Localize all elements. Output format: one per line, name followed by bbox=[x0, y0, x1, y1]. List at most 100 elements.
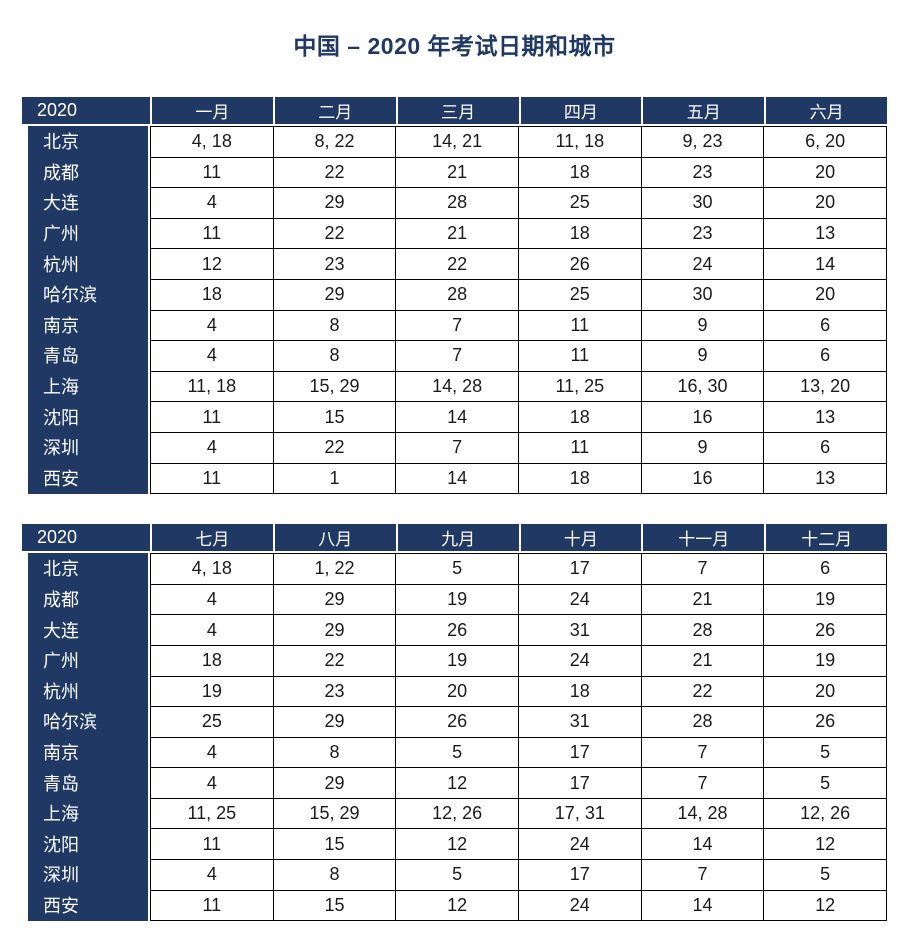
date-cell: 8 bbox=[273, 310, 397, 342]
date-cell: 8 bbox=[273, 341, 397, 372]
date-cell: 12 bbox=[396, 768, 519, 799]
date-cell: 11 bbox=[518, 310, 642, 342]
date-cell: 29 bbox=[273, 279, 397, 311]
header-month-cell: 八月 bbox=[274, 524, 396, 552]
table-header-row: 2020 一月 二月 三月 四月 五月 六月 bbox=[22, 97, 887, 124]
city-cell: 杭州 bbox=[43, 681, 79, 702]
date-cell: 13 bbox=[764, 218, 887, 250]
date-cell: 18 bbox=[518, 218, 642, 250]
date-cell: 26 bbox=[396, 707, 519, 738]
date-cell: 4 bbox=[151, 584, 274, 616]
date-cell: 23 bbox=[273, 249, 397, 280]
date-cell: 25 bbox=[151, 707, 274, 738]
city-column: 北京 成都 大连 广州 杭州 哈尔滨 南京 青岛 上海 沈阳 深圳 西安 bbox=[28, 553, 148, 922]
date-cell: 14 bbox=[396, 463, 519, 495]
date-cell: 20 bbox=[764, 279, 887, 311]
date-cell: 17 bbox=[518, 768, 642, 799]
date-cell: 11 bbox=[151, 890, 274, 922]
city-cell: 青岛 bbox=[43, 773, 79, 794]
page-title: 中国 – 2020 年考试日期和城市 bbox=[293, 33, 616, 59]
date-cell: 5 bbox=[764, 737, 887, 769]
city-column: 北京 成都 大连 广州 杭州 哈尔滨 南京 青岛 上海 沈阳 深圳 西安 bbox=[28, 126, 148, 495]
header-month-cell: 十二月 bbox=[766, 524, 887, 552]
date-cell: 5 bbox=[396, 737, 519, 769]
date-cell: 14 bbox=[641, 829, 765, 861]
table-body: 北京 成都 大连 广州 杭州 哈尔滨 南京 青岛 上海 沈阳 深圳 西安 4, 18 8, 22 14, … bbox=[22, 126, 887, 495]
date-cell: 23 bbox=[641, 218, 765, 250]
date-cell: 9 bbox=[641, 432, 765, 464]
date-cell: 7 bbox=[641, 554, 765, 585]
date-cell: 6 bbox=[764, 554, 887, 585]
date-cell: 8, 22 bbox=[273, 127, 397, 158]
date-cell: 24 bbox=[518, 645, 642, 677]
date-cell: 26 bbox=[764, 707, 887, 738]
date-cell: 20 bbox=[764, 188, 887, 219]
date-cell: 11, 18 bbox=[518, 127, 642, 158]
date-cell: 24 bbox=[518, 584, 642, 616]
date-cell: 9 bbox=[641, 310, 765, 342]
date-cell: 17 bbox=[518, 554, 642, 585]
date-cell: 17, 31 bbox=[518, 798, 642, 830]
date-cell: 29 bbox=[273, 707, 397, 738]
date-cell: 5 bbox=[396, 554, 519, 585]
dates-grid: 4, 18 1, 22 5 17 7 6 4 29 19 24 21 19 4 29 26 31 28 26 18 2… bbox=[150, 553, 887, 922]
exam-table-jul-dec: 2020 七月 八月 九月 十月 十一月 十二月 北京 成都 大连 广州 杭州 哈尔滨 南京 青岛 上海 沈阳… bbox=[22, 524, 887, 922]
date-cell: 1, 22 bbox=[273, 554, 397, 585]
city-cell: 南京 bbox=[43, 742, 79, 763]
header-month-cell: 五月 bbox=[643, 97, 765, 124]
date-cell: 22 bbox=[273, 645, 397, 677]
city-cell: 大连 bbox=[43, 620, 79, 641]
city-cell: 广州 bbox=[43, 651, 79, 672]
date-cell: 11, 18 bbox=[151, 371, 274, 403]
date-cell: 14, 28 bbox=[396, 371, 519, 403]
date-cell: 11 bbox=[151, 157, 274, 189]
city-cell: 上海 bbox=[43, 377, 79, 398]
header-month-cell: 六月 bbox=[766, 97, 887, 124]
date-cell: 1 bbox=[273, 463, 397, 495]
dates-grid: 4, 18 8, 22 14, 21 11, 18 9, 23 6, 20 11 22 21 18… bbox=[150, 126, 887, 495]
date-cell: 22 bbox=[273, 157, 397, 189]
date-cell: 8 bbox=[273, 860, 397, 891]
date-cell: 18 bbox=[151, 279, 274, 311]
city-cell: 杭州 bbox=[43, 254, 79, 275]
date-cell: 30 bbox=[641, 279, 765, 311]
date-cell: 21 bbox=[396, 157, 519, 189]
city-cell: 深圳 bbox=[43, 438, 79, 459]
date-cell: 7 bbox=[396, 432, 519, 464]
date-cell: 21 bbox=[396, 218, 519, 250]
date-cell: 15 bbox=[273, 890, 397, 922]
header-month-cell: 四月 bbox=[520, 97, 642, 124]
date-cell: 7 bbox=[641, 737, 765, 769]
date-cell: 22 bbox=[396, 249, 519, 280]
city-cell: 北京 bbox=[43, 132, 79, 153]
date-cell: 18 bbox=[518, 676, 642, 708]
header-month-cell: 三月 bbox=[397, 97, 519, 124]
table-body: 北京 成都 大连 广州 杭州 哈尔滨 南京 青岛 上海 沈阳 深圳 西安 4, 18 1, 22 5 17 7… bbox=[22, 553, 887, 922]
date-cell: 23 bbox=[273, 676, 397, 708]
date-cell: 12 bbox=[396, 890, 519, 922]
date-cell: 12 bbox=[764, 829, 887, 861]
city-cell: 成都 bbox=[43, 590, 79, 611]
date-cell: 6, 20 bbox=[764, 127, 887, 158]
city-cell: 西安 bbox=[43, 468, 79, 489]
date-cell: 28 bbox=[641, 707, 765, 738]
date-cell: 23 bbox=[641, 157, 765, 189]
date-cell: 4 bbox=[151, 432, 274, 464]
date-cell: 6 bbox=[764, 432, 887, 464]
date-cell: 4 bbox=[151, 860, 274, 891]
date-cell: 19 bbox=[764, 584, 887, 616]
date-cell: 29 bbox=[273, 615, 397, 646]
date-cell: 5 bbox=[764, 860, 887, 891]
city-cell: 哈尔滨 bbox=[43, 285, 97, 306]
date-cell: 14 bbox=[764, 249, 887, 280]
city-cell: 广州 bbox=[43, 224, 79, 245]
date-cell: 25 bbox=[518, 279, 642, 311]
date-cell: 28 bbox=[396, 188, 519, 219]
date-cell: 16, 30 bbox=[641, 371, 765, 403]
city-cell: 青岛 bbox=[43, 346, 79, 367]
date-cell: 7 bbox=[396, 341, 519, 372]
date-cell: 29 bbox=[273, 188, 397, 219]
date-cell: 21 bbox=[641, 645, 765, 677]
date-cell: 29 bbox=[273, 584, 397, 616]
date-cell: 4 bbox=[151, 188, 274, 219]
